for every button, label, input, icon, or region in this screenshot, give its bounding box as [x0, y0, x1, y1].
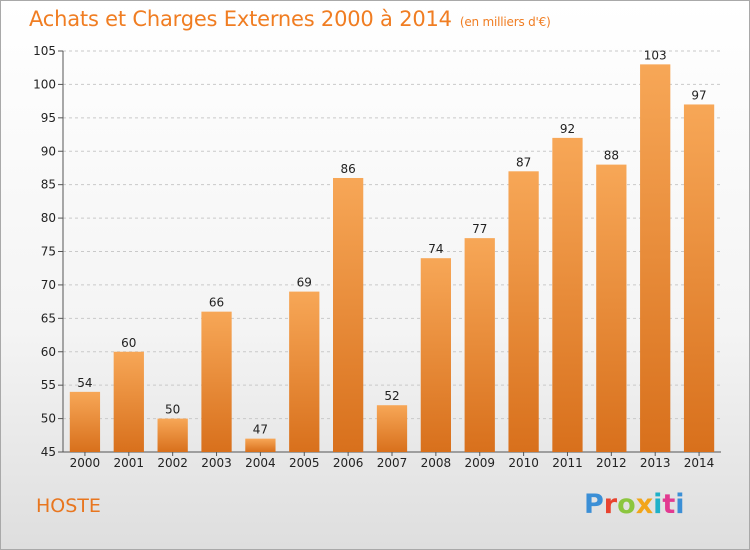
bar [420, 258, 452, 452]
bars [69, 64, 715, 453]
y-tick-label: 50 [41, 412, 56, 426]
bar-value-label: 47 [253, 423, 268, 437]
commune-name: HOSTE [36, 495, 101, 517]
bar-value-label: 97 [691, 88, 706, 102]
x-tick-label: 2009 [464, 456, 495, 470]
bar-value-label: 54 [77, 376, 92, 390]
bar [332, 177, 364, 452]
x-tick-label: 2012 [596, 456, 627, 470]
x-tick-label: 2004 [245, 456, 276, 470]
y-tick-label: 75 [41, 245, 56, 259]
x-tick-label: 2003 [201, 456, 232, 470]
bar-value-label: 88 [604, 149, 619, 163]
x-tick-label: 2013 [640, 456, 671, 470]
y-tick-label: 95 [41, 111, 56, 125]
y-tick-label: 65 [41, 311, 56, 325]
x-tick-label: 2000 [70, 456, 101, 470]
bar [464, 238, 495, 452]
brand-letter: P [584, 489, 604, 520]
bar-value-label: 69 [297, 276, 312, 290]
bar-value-label: 66 [209, 296, 224, 310]
bar [683, 104, 715, 452]
x-tick-label: 2005 [289, 456, 320, 470]
y-tick-label: 60 [41, 345, 56, 359]
chart-subtitle: (en milliers d'€) [459, 15, 551, 29]
x-tick-label: 2014 [684, 456, 715, 470]
bar [69, 391, 101, 452]
bar [245, 438, 276, 452]
y-tick-label: 105 [33, 44, 56, 58]
bar [157, 418, 188, 452]
bar [640, 64, 671, 452]
bar-value-label: 86 [340, 162, 355, 176]
y-tick-label: 80 [41, 211, 56, 225]
bar [508, 171, 539, 453]
x-tick-label: 2007 [377, 456, 408, 470]
bar-value-label: 87 [516, 155, 531, 169]
brand-letter: r [603, 489, 618, 520]
y-tick-label: 90 [41, 144, 56, 158]
y-tick-label: 55 [41, 378, 56, 392]
brand-letter: t [662, 489, 676, 520]
bar-value-label: 103 [644, 48, 667, 62]
y-tick-label: 85 [41, 178, 56, 192]
bar [113, 351, 144, 452]
y-tick-label: 45 [41, 445, 56, 459]
y-tick-label: 100 [33, 77, 56, 91]
data-labels: 54 60 50 66 47 69 86 52 74 77 87 92 88 103 97 [77, 48, 706, 436]
y-tick-label: 70 [41, 278, 56, 292]
bar-value-label: 60 [121, 336, 136, 350]
chart-title: Achats et Charges Externes 2000 à 2014 (e… [29, 7, 551, 31]
x-tick-label: 2008 [421, 456, 452, 470]
bar-value-label: 77 [472, 222, 487, 236]
bar-value-label: 74 [428, 242, 443, 256]
x-tick-label: 2006 [333, 456, 364, 470]
brand-letter: i [675, 489, 685, 520]
x-tick-label: 2010 [508, 456, 539, 470]
bar [289, 291, 320, 452]
brand-letter: o [617, 489, 636, 520]
chart-title-text: Achats et Charges Externes 2000 à 2014 [29, 7, 452, 31]
x-tick-label: 2011 [552, 456, 583, 470]
brand-logo: Proxiti [584, 489, 685, 520]
x-tick-label: 2002 [157, 456, 188, 470]
brand-letter: x [635, 489, 654, 520]
x-tick-label: 2001 [114, 456, 145, 470]
bar-value-label: 92 [560, 122, 575, 136]
bar-value-label: 52 [384, 389, 399, 403]
bar [596, 164, 627, 452]
bar [201, 311, 232, 452]
bar-value-label: 50 [165, 403, 180, 417]
bar [376, 405, 408, 452]
brand-letter: i [653, 489, 663, 520]
bar [552, 137, 583, 452]
